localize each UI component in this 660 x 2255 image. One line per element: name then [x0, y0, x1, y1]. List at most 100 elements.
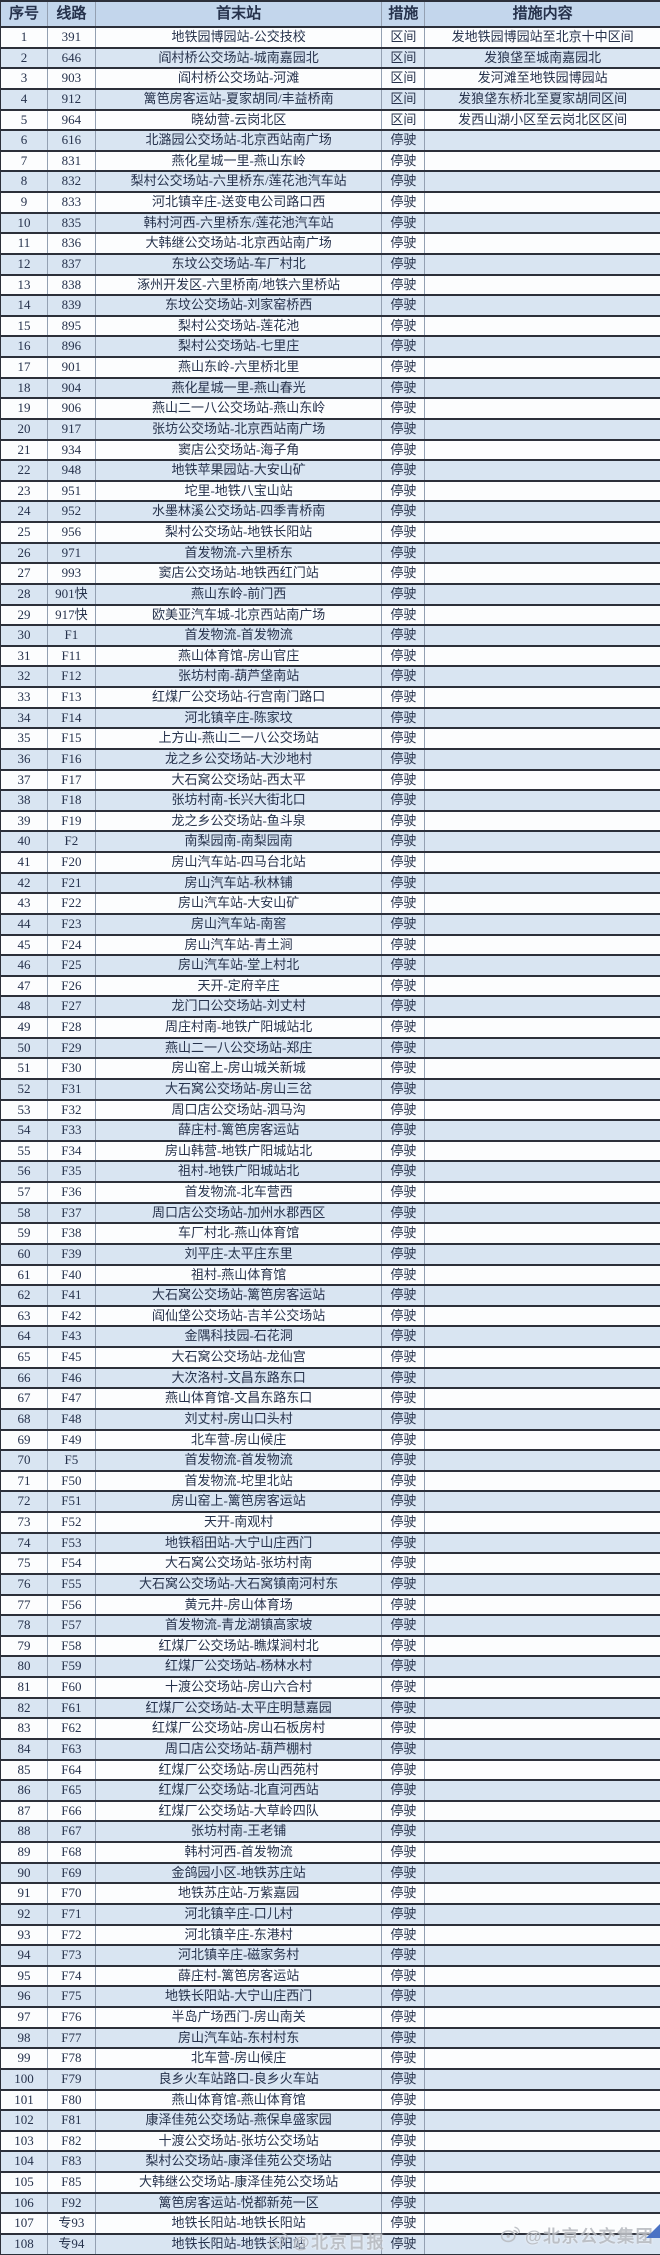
cell-stations: 燕山体育馆-房山官庄 — [96, 646, 383, 666]
table-row: 59 F38 车厂村北-燕山体育馆 停驶 — [1, 1224, 660, 1245]
cell-stations: 张坊村南-长兴大街北口 — [96, 791, 383, 810]
weibo-icon — [500, 2226, 520, 2243]
cell-measure-detail — [425, 1719, 660, 1738]
cell-seq: 33 — [1, 688, 48, 707]
cell-measure: 停驶 — [382, 584, 426, 604]
cell-stations: 韩村河西-六里桥东/莲花池汽车站 — [96, 213, 383, 233]
cell-seq: 85 — [1, 1760, 48, 1780]
cell-measure: 停驶 — [382, 1657, 426, 1676]
cell-route: F31 — [48, 1079, 96, 1099]
table-row: 52 F31 大石窝公交场站-房山三岔 停驶 — [1, 1079, 660, 1101]
cell-stations: 晓幼营-云岗北区 — [96, 110, 383, 130]
table-row: 32 F12 张坊村南-葫芦垡南站 停驶 — [1, 667, 660, 688]
cell-measure-detail — [425, 296, 660, 315]
cell-measure-detail — [425, 1369, 660, 1388]
table-row: 4 912 篱笆房客运站-夏家胡同/丰益桥南 区间 发狼垡东桥北至夏家胡同区间 — [1, 89, 660, 111]
cell-stations: 张坊村南-王老铺 — [96, 1822, 383, 1841]
cell-seq: 60 — [1, 1244, 48, 1264]
cell-seq: 69 — [1, 1430, 48, 1450]
cell-measure: 停驶 — [382, 1698, 426, 1718]
cell-route: 948 — [48, 461, 96, 480]
cell-route: 832 — [48, 172, 96, 191]
cell-measure: 停驶 — [382, 1863, 426, 1883]
cell-route: F28 — [48, 1018, 96, 1037]
cell-measure: 停驶 — [382, 461, 426, 480]
cell-route: F16 — [48, 749, 96, 769]
cell-stations: 地铁苏庄站-万紫嘉园 — [96, 1884, 383, 1903]
cell-measure-detail — [425, 1286, 660, 1305]
cell-stations: 张坊村南-葫芦垡南站 — [96, 667, 383, 686]
cell-stations: 涿州开发区-六里桥南/地铁六里桥站 — [96, 275, 383, 295]
table-row: 33 F13 红煤厂公交场站-行宫南门路口 停驶 — [1, 688, 660, 709]
cell-measure-detail — [425, 1162, 660, 1181]
table-row: 90 F69 金鸽园小区-地铁苏庄站 停驶 — [1, 1863, 660, 1885]
table-row: 26 971 首发物流-六里桥东 停驶 — [1, 543, 660, 565]
cell-measure: 停驶 — [382, 956, 426, 975]
table-row: 80 F59 红煤厂公交场站-杨林水村 停驶 — [1, 1657, 660, 1678]
cell-measure-detail — [425, 2194, 660, 2213]
cell-route: 912 — [48, 89, 96, 109]
cell-seq: 52 — [1, 1079, 48, 1099]
cell-route: F62 — [48, 1719, 96, 1738]
cell-stations: 河北镇辛庄-磁家务村 — [96, 1946, 383, 1965]
table-row: 67 F47 燕山体育馆-文昌东路东口 停驶 — [1, 1389, 660, 1410]
table-row: 44 F23 房山汽车站-南窖 停驶 — [1, 914, 660, 936]
cell-seq: 26 — [1, 543, 48, 563]
cell-route: 831 — [48, 151, 96, 171]
cell-measure-detail — [425, 1224, 660, 1243]
cell-stations: 燕化星城一里-燕山东岭 — [96, 151, 383, 171]
cell-seq: 39 — [1, 811, 48, 831]
watermark-beijing-bus-group: @北京公交集团 — [500, 2222, 654, 2247]
table-row: 28 901快 燕山东岭-前门西 停驶 — [1, 584, 660, 606]
cell-stations: 阎村桥公交场站-河滩 — [96, 69, 383, 88]
cell-measure: 停驶 — [382, 1348, 426, 1367]
cell-measure: 停驶 — [382, 275, 426, 295]
cell-route: F64 — [48, 1760, 96, 1780]
cell-measure-detail — [425, 1946, 660, 1965]
cell-stations: 房山汽车站-堂上村北 — [96, 956, 383, 975]
cell-route: F71 — [48, 1904, 96, 1924]
table-row: 29 917快 欧美亚汽车城-北京西站南广场 停驶 — [1, 605, 660, 627]
cell-measure-detail — [425, 1637, 660, 1656]
cell-measure: 停驶 — [382, 935, 426, 955]
cell-seq: 55 — [1, 1141, 48, 1161]
cell-seq: 48 — [1, 997, 48, 1016]
cell-stations: 周口店公交场站-泗马沟 — [96, 1100, 383, 1120]
cell-stations: 地铁稻田站-大宁山庄西门 — [96, 1533, 383, 1553]
cell-measure: 停驶 — [382, 646, 426, 666]
cell-route: 901快 — [48, 584, 96, 604]
table-row: 47 F26 天开-定府辛庄 停驶 — [1, 976, 660, 998]
cell-seq: 23 — [1, 481, 48, 501]
cell-measure: 停驶 — [382, 502, 426, 521]
table-row: 38 F18 张坊村南-长兴大街北口 停驶 — [1, 791, 660, 812]
cell-route: F39 — [48, 1244, 96, 1264]
cell-measure: 停驶 — [382, 2214, 426, 2233]
cell-measure-detail: 发西山湖小区至云岗北区区间 — [458, 111, 628, 127]
cell-measure-detail: 发河滩至地铁园博园站 — [477, 70, 608, 86]
cell-route: 838 — [48, 275, 96, 295]
cell-stations: 燕山东岭-前门西 — [96, 584, 383, 604]
cell-measure: 停驶 — [382, 1121, 426, 1140]
cell-seq: 29 — [1, 605, 48, 625]
table-row: 1 391 地铁园博园站-公交技校 区间 发地铁园博园站至北京十中区间 — [1, 28, 660, 49]
table-row: 27 993 窦店公交场站-地铁西红门站 停驶 — [1, 564, 660, 585]
cell-measure: 停驶 — [382, 873, 426, 893]
cell-route: F73 — [48, 1946, 96, 1965]
cell-seq: 95 — [1, 1966, 48, 1986]
cell-measure: 停驶 — [382, 296, 426, 315]
cell-measure: 区间 — [382, 48, 426, 68]
cell-measure: 停驶 — [382, 399, 426, 418]
cell-stations: 红煤厂公交场站-北直河西站 — [96, 1781, 383, 1800]
cell-measure: 区间 — [382, 89, 426, 109]
cell-seq: 38 — [1, 791, 48, 810]
cell-measure: 区间 — [382, 110, 426, 130]
cell-route: F51 — [48, 1492, 96, 1511]
cell-measure: 停驶 — [382, 2069, 426, 2089]
cell-measure-detail — [425, 2132, 660, 2151]
cell-measure: 停驶 — [382, 1368, 426, 1388]
cell-measure-detail: 发狼垡东桥北至夏家胡同区间 — [458, 90, 628, 106]
cell-route: F75 — [48, 1987, 96, 2006]
cell-stations: 房山汽车站-四马台北站 — [96, 853, 383, 872]
cell-stations: 龙之乡公交场站-大沙地村 — [96, 749, 383, 769]
